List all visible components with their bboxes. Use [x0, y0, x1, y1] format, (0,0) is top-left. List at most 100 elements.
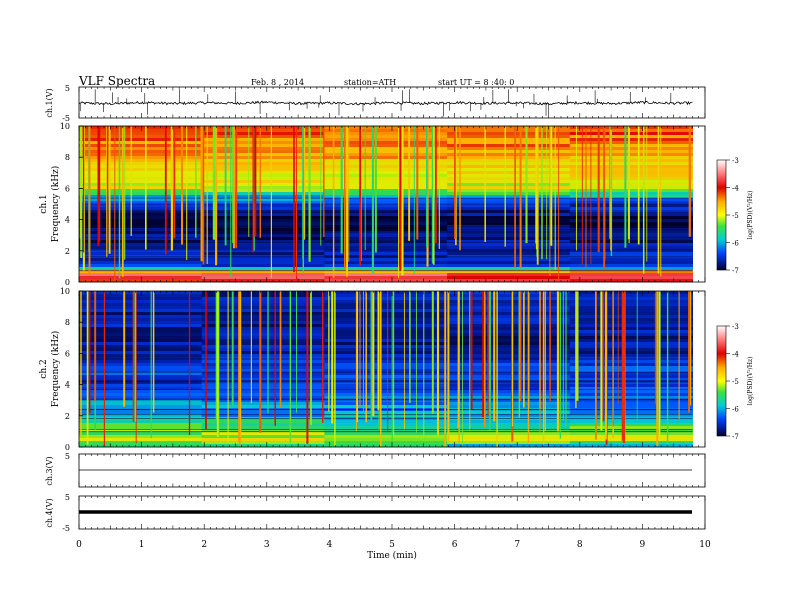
spectrogram-cell	[447, 147, 571, 151]
spectrogram-cell	[569, 144, 693, 148]
spectrogram-cell	[324, 258, 448, 262]
spectrogram-cell	[324, 432, 448, 436]
spectrogram-cell	[324, 240, 448, 244]
y-tick-label: 0	[65, 278, 70, 287]
spectrogram-cell	[201, 363, 325, 367]
spectrogram-cell	[201, 270, 325, 274]
spectrogram-cell	[201, 216, 325, 220]
spectrogram-cell	[201, 147, 325, 151]
spectrogram-cell	[324, 369, 448, 373]
spectrogram-cell	[447, 384, 571, 388]
spectrogram-cell	[79, 393, 203, 397]
spectrogram-cell	[324, 345, 448, 349]
spectrogram-cell	[447, 309, 571, 313]
spectrogram-cell	[324, 273, 448, 277]
spectrogram-cell	[324, 438, 448, 442]
spectrogram-cell	[447, 444, 571, 448]
spectrogram-cell	[79, 177, 203, 181]
spectrogram-cell	[201, 435, 325, 439]
y-tick-label: -5	[62, 114, 70, 123]
spectrogram-cell	[569, 186, 693, 190]
spectrogram-cell	[324, 351, 448, 355]
x-tick-label: 8	[577, 540, 583, 550]
spectrogram-cell	[569, 204, 693, 208]
colorbar-tick-label: -7	[732, 267, 739, 275]
spectrogram-cell	[324, 252, 448, 256]
spectrogram-cell	[79, 267, 203, 271]
spectrogram-cell	[569, 384, 693, 388]
spectrogram-cell	[447, 420, 571, 424]
panel-ch4-waveform: 5 -5 ch.4(V)	[45, 493, 706, 533]
spectrogram-cell	[201, 237, 325, 241]
spectrogram-cell	[324, 375, 448, 379]
spectrogram-cell	[324, 162, 448, 166]
spectrogram-cell	[569, 243, 693, 247]
spectrogram-cell	[201, 297, 325, 301]
spectrogram-cell	[79, 309, 203, 313]
spectrogram-cell	[569, 312, 693, 316]
spectrogram-cell	[324, 264, 448, 268]
panel-ch1-waveform: 5 -5 ch.1(V)	[45, 84, 706, 123]
spectrogram-cell	[201, 375, 325, 379]
spectrogram-cell	[324, 270, 448, 274]
colorbar-ticks: -3 -4 -5 -6 -7	[726, 323, 739, 441]
spectrogram-cell	[324, 171, 448, 175]
x-tick-label: 10	[699, 540, 711, 550]
spectrogram-cell	[79, 423, 203, 427]
spectrogram-cell	[324, 132, 448, 136]
spectrogram-cell	[79, 198, 203, 202]
spectrogram-cell	[79, 237, 203, 241]
spectrogram-cell	[569, 252, 693, 256]
spectrogram-cell	[201, 342, 325, 346]
colorbar-label: log(PSD)(V²/Hz)	[747, 357, 754, 406]
spectrogram-cell	[447, 366, 571, 370]
spectrogram-cell	[569, 405, 693, 409]
spectrogram-cell	[324, 303, 448, 307]
spectrogram-cell	[201, 126, 325, 130]
spectrogram-cell	[447, 246, 571, 250]
spectrogram-cell	[324, 429, 448, 433]
spectrogram-cell	[201, 246, 325, 250]
spectrogram-cell	[79, 165, 203, 169]
spectrogram-cell	[79, 174, 203, 178]
spectrogram-cell	[201, 429, 325, 433]
spectrogram-cell	[79, 270, 203, 274]
spectrogram-cell	[447, 183, 571, 187]
spectrogram-cell	[447, 171, 571, 175]
spectrogram-cell	[569, 168, 693, 172]
spectrogram-cell	[324, 261, 448, 265]
spectrogram-cell	[324, 138, 448, 142]
spectrogram-cell	[447, 405, 571, 409]
spectrogram-cell	[324, 207, 448, 211]
spectrogram-cell	[447, 267, 571, 271]
spectrogram-cell	[79, 312, 203, 316]
spectrogram-cell	[79, 222, 203, 226]
spectrogram-cell	[201, 210, 325, 214]
spectrogram-cell	[201, 339, 325, 343]
spectrogram-cell	[79, 303, 203, 307]
spectrogram-cell	[79, 126, 203, 130]
spectrogram-cell	[569, 414, 693, 418]
spectrogram-cell	[79, 351, 203, 355]
spectrogram-cell	[79, 216, 203, 220]
spectrogram-cell	[201, 411, 325, 415]
spectrogram-cell	[79, 432, 203, 436]
y-axis-label: Frequency (kHz)	[50, 166, 61, 243]
spectrogram-cell	[201, 183, 325, 187]
spectrogram-cell	[324, 234, 448, 238]
spectrogram-cell	[79, 264, 203, 268]
spectrogram-cell	[201, 327, 325, 331]
spectrogram-cell	[79, 336, 203, 340]
spectrogram-cell	[79, 171, 203, 175]
spectrogram-cell	[569, 390, 693, 394]
spectrogram-cell	[569, 300, 693, 304]
y-tick-label: 4	[65, 216, 70, 225]
spectrogram-cell	[324, 195, 448, 199]
spectrogram-cell	[569, 309, 693, 313]
spectrogram-cell	[79, 276, 203, 280]
spectrogram-cell	[569, 246, 693, 250]
spectrogram-cell	[201, 366, 325, 370]
spectrogram-cell	[201, 252, 325, 256]
spectrogram-cell	[201, 153, 325, 157]
spectrogram-cell	[201, 318, 325, 322]
